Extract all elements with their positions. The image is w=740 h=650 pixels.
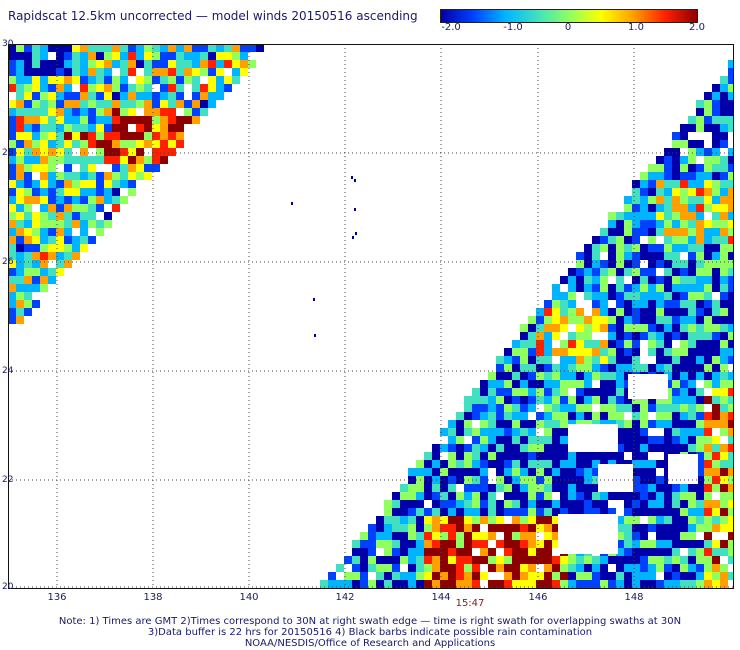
lon-tick-label: 142 xyxy=(335,592,355,603)
grid-lines xyxy=(8,44,734,589)
map-frame xyxy=(8,44,734,589)
lat-tick-label: 28 xyxy=(2,148,14,158)
colorbar-label: 0 xyxy=(564,22,572,33)
lat-tick-label: 20 xyxy=(2,582,14,592)
lat-tick-label: 24 xyxy=(2,366,14,376)
lon-tick-label: 148 xyxy=(624,592,644,603)
island xyxy=(351,176,353,179)
wind-map xyxy=(8,44,734,589)
lon-tick-label: 144 xyxy=(431,592,451,603)
island xyxy=(352,236,354,239)
island xyxy=(291,202,293,205)
colorbar-label: 2.0 xyxy=(689,22,705,33)
colorbar-label: -2.0 xyxy=(441,22,461,33)
lon-tick-label: 138 xyxy=(143,592,163,603)
lon-tick-label: 140 xyxy=(239,592,259,603)
island xyxy=(314,334,316,337)
lat-tick-label: 22 xyxy=(2,475,14,485)
lat-tick-label: 30 xyxy=(2,39,14,49)
colorbar-label: -1.0 xyxy=(503,22,523,33)
colorbar-label: 1.0 xyxy=(628,22,644,33)
swath-time-label: 15:47 xyxy=(455,598,485,609)
map-title: Rapidscat 12.5km uncorrected — model win… xyxy=(8,9,418,23)
wind-cells xyxy=(8,44,734,589)
note-line: 3)Data buffer is 22 hrs for 20150516 4) … xyxy=(147,627,593,638)
island xyxy=(354,179,356,182)
note-line: NOAA/NESDIS/Office of Research and Appli… xyxy=(244,638,496,649)
island xyxy=(355,232,357,235)
island xyxy=(354,208,356,211)
note-line: Note: 1) Times are GMT 2)Times correspon… xyxy=(58,616,682,627)
lon-tick-label: 146 xyxy=(528,592,548,603)
colorbar xyxy=(440,9,698,23)
lon-tick-label: 136 xyxy=(47,592,67,603)
lat-tick-label: 26 xyxy=(2,257,14,267)
island xyxy=(313,298,315,301)
